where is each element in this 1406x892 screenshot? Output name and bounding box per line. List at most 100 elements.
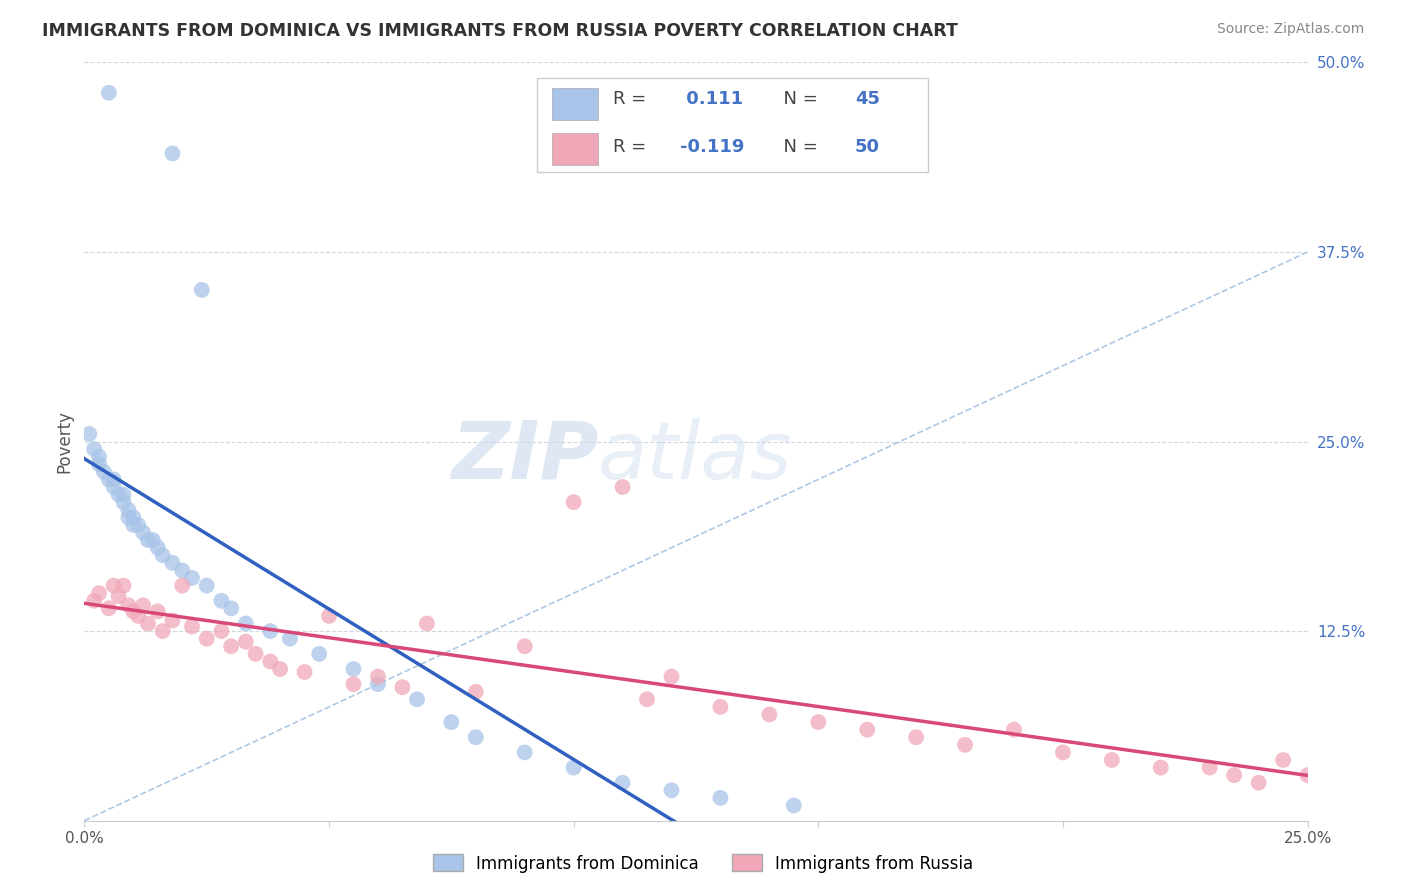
Text: Source: ZipAtlas.com: Source: ZipAtlas.com — [1216, 22, 1364, 37]
Point — [758, 707, 780, 722]
Point — [464, 685, 486, 699]
Point — [342, 677, 364, 691]
Point — [97, 86, 120, 100]
Point — [245, 647, 267, 661]
Point — [278, 632, 301, 646]
Point — [93, 465, 115, 479]
Point — [152, 548, 174, 563]
Point — [318, 608, 340, 623]
Text: atlas: atlas — [598, 417, 793, 496]
Point — [87, 450, 110, 464]
Point — [367, 669, 389, 683]
Point — [97, 601, 120, 615]
Point — [83, 594, 105, 608]
Text: N =: N = — [772, 137, 824, 156]
Bar — [551, 133, 598, 165]
Point — [294, 665, 316, 679]
Point — [195, 632, 218, 646]
Point — [513, 746, 536, 760]
Point — [107, 589, 129, 603]
Point — [1223, 768, 1246, 782]
Point — [117, 503, 139, 517]
Point — [83, 442, 105, 457]
Point — [112, 579, 135, 593]
Legend: Immigrants from Dominica, Immigrants from Russia: Immigrants from Dominica, Immigrants fro… — [426, 847, 980, 880]
Point — [1052, 746, 1074, 760]
Point — [1198, 760, 1220, 774]
Point — [308, 647, 330, 661]
Text: -0.119: -0.119 — [681, 137, 744, 156]
Point — [612, 776, 634, 790]
Point — [136, 533, 159, 548]
Point — [783, 798, 806, 813]
Point — [103, 480, 125, 494]
Point — [142, 533, 165, 548]
Point — [235, 634, 257, 648]
Point — [103, 579, 125, 593]
Text: 50: 50 — [855, 137, 880, 156]
Point — [127, 608, 149, 623]
Point — [87, 458, 110, 472]
Point — [181, 571, 204, 585]
Text: ZIP: ZIP — [451, 417, 598, 496]
Point — [117, 599, 139, 613]
Point — [152, 624, 174, 639]
Point — [112, 487, 135, 501]
Point — [146, 541, 169, 555]
Point — [259, 624, 281, 639]
Point — [562, 760, 585, 774]
Point — [807, 715, 830, 730]
Point — [122, 510, 145, 524]
Point — [191, 283, 214, 297]
Point — [209, 624, 232, 639]
Point — [612, 480, 634, 494]
Point — [1002, 723, 1025, 737]
Point — [172, 564, 194, 578]
Point — [661, 669, 683, 683]
Point — [181, 619, 204, 633]
Point — [269, 662, 291, 676]
Point — [259, 655, 281, 669]
Point — [103, 473, 125, 487]
Point — [107, 487, 129, 501]
Point — [87, 586, 110, 600]
Point — [195, 579, 218, 593]
Point — [562, 495, 585, 509]
Point — [636, 692, 658, 706]
Point — [406, 692, 429, 706]
Y-axis label: Poverty: Poverty — [55, 410, 73, 473]
FancyBboxPatch shape — [537, 78, 928, 172]
Point — [342, 662, 364, 676]
Point — [513, 639, 536, 653]
Point — [132, 599, 155, 613]
Point — [709, 699, 731, 714]
Text: R =: R = — [613, 90, 652, 109]
Point — [219, 639, 242, 653]
Point — [122, 517, 145, 532]
Text: IMMIGRANTS FROM DOMINICA VS IMMIGRANTS FROM RUSSIA POVERTY CORRELATION CHART: IMMIGRANTS FROM DOMINICA VS IMMIGRANTS F… — [42, 22, 957, 40]
Point — [127, 517, 149, 532]
Point — [77, 427, 100, 442]
Point — [856, 723, 879, 737]
Point — [1101, 753, 1123, 767]
Point — [117, 510, 139, 524]
Point — [1296, 768, 1319, 782]
Text: 45: 45 — [855, 90, 880, 109]
Point — [661, 783, 683, 797]
Point — [132, 525, 155, 540]
Point — [219, 601, 242, 615]
Point — [709, 791, 731, 805]
Point — [112, 495, 135, 509]
Point — [162, 556, 184, 570]
Point — [367, 677, 389, 691]
Point — [1272, 753, 1295, 767]
Text: R =: R = — [613, 137, 652, 156]
Point — [146, 604, 169, 618]
Point — [162, 614, 184, 628]
Text: 0.111: 0.111 — [681, 90, 744, 109]
Point — [162, 146, 184, 161]
Point — [1150, 760, 1173, 774]
Text: N =: N = — [772, 90, 824, 109]
Point — [136, 616, 159, 631]
Point — [1247, 776, 1270, 790]
